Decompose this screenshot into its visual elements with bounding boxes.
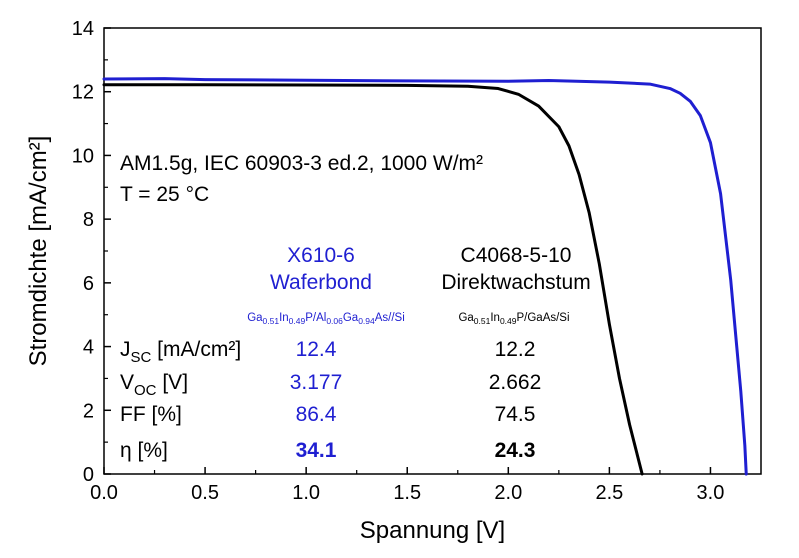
- y-tick-label: 4: [83, 337, 94, 359]
- col2-title: C4068-5-10: [461, 244, 572, 267]
- y-tick-label: 0: [83, 464, 94, 486]
- y-tick-label: 12: [72, 82, 94, 104]
- param-label: VOC [V]: [120, 371, 188, 399]
- param-label: JSC [mA/cm²]: [120, 338, 241, 366]
- col2-value: 74.5: [495, 403, 536, 426]
- y-tick-label: 14: [72, 18, 94, 40]
- col2-subtitle: Direktwachstum: [441, 271, 590, 294]
- y-tick-label: 8: [83, 209, 94, 231]
- col1-subtitle: Waferbond: [270, 271, 372, 294]
- x-tick-label: 0.0: [90, 482, 118, 504]
- param-label: η [%]: [120, 439, 168, 462]
- col1-value: 12.4: [296, 338, 337, 361]
- y-tick-label: 2: [83, 400, 94, 422]
- x-tick-label: 1.0: [292, 482, 320, 504]
- x-tick-label: 2.0: [494, 482, 522, 504]
- x-tick-label: 0.5: [191, 482, 219, 504]
- x-tick-label: 2.5: [595, 482, 623, 504]
- col2-structure: Ga0.51In0.49P/GaAs/Si: [458, 312, 569, 326]
- axis-ticks: 0.0 0.5 1.0 1.5 2.0 2.5 3.0 0 2 4 6 8 10 12 14: [72, 18, 725, 504]
- annotation-temperature: T = 25 °C: [120, 183, 209, 206]
- col1-value: 34.1: [296, 439, 337, 462]
- param-label: FF [%]: [120, 403, 182, 426]
- series-layer: [102, 77, 748, 476]
- col2-value: 24.3: [495, 439, 536, 462]
- col1-value: 86.4: [296, 403, 337, 426]
- series-line-2: [102, 83, 644, 476]
- annotation-conditions: AM1.5g, IEC 60903-3 ed.2, 1000 W/m²: [120, 152, 483, 175]
- plot-frame: [103, 27, 762, 475]
- y-tick-label: 10: [72, 145, 94, 167]
- col2-value: 2.662: [489, 371, 542, 394]
- parameter-table: JSC [mA/cm²] 12.4 12.2 VOC [V] 3.177 2.662 FF …: [120, 338, 541, 462]
- series-line-1: [102, 77, 748, 476]
- col1-structure: Ga0.51In0.49P/Al0.06Ga0.94As//Si: [247, 312, 405, 326]
- x-tick-label: 3.0: [697, 482, 725, 504]
- x-tick-label: 1.5: [393, 482, 421, 504]
- col2-value: 12.2: [495, 338, 536, 361]
- y-axis-label: Stromdichte [mA/cm²]: [25, 136, 52, 367]
- col1-title: X610-6: [287, 244, 355, 267]
- col1-value: 3.177: [290, 371, 343, 394]
- y-tick-label: 6: [83, 273, 94, 295]
- x-axis-label: Spannung [V]: [360, 517, 505, 544]
